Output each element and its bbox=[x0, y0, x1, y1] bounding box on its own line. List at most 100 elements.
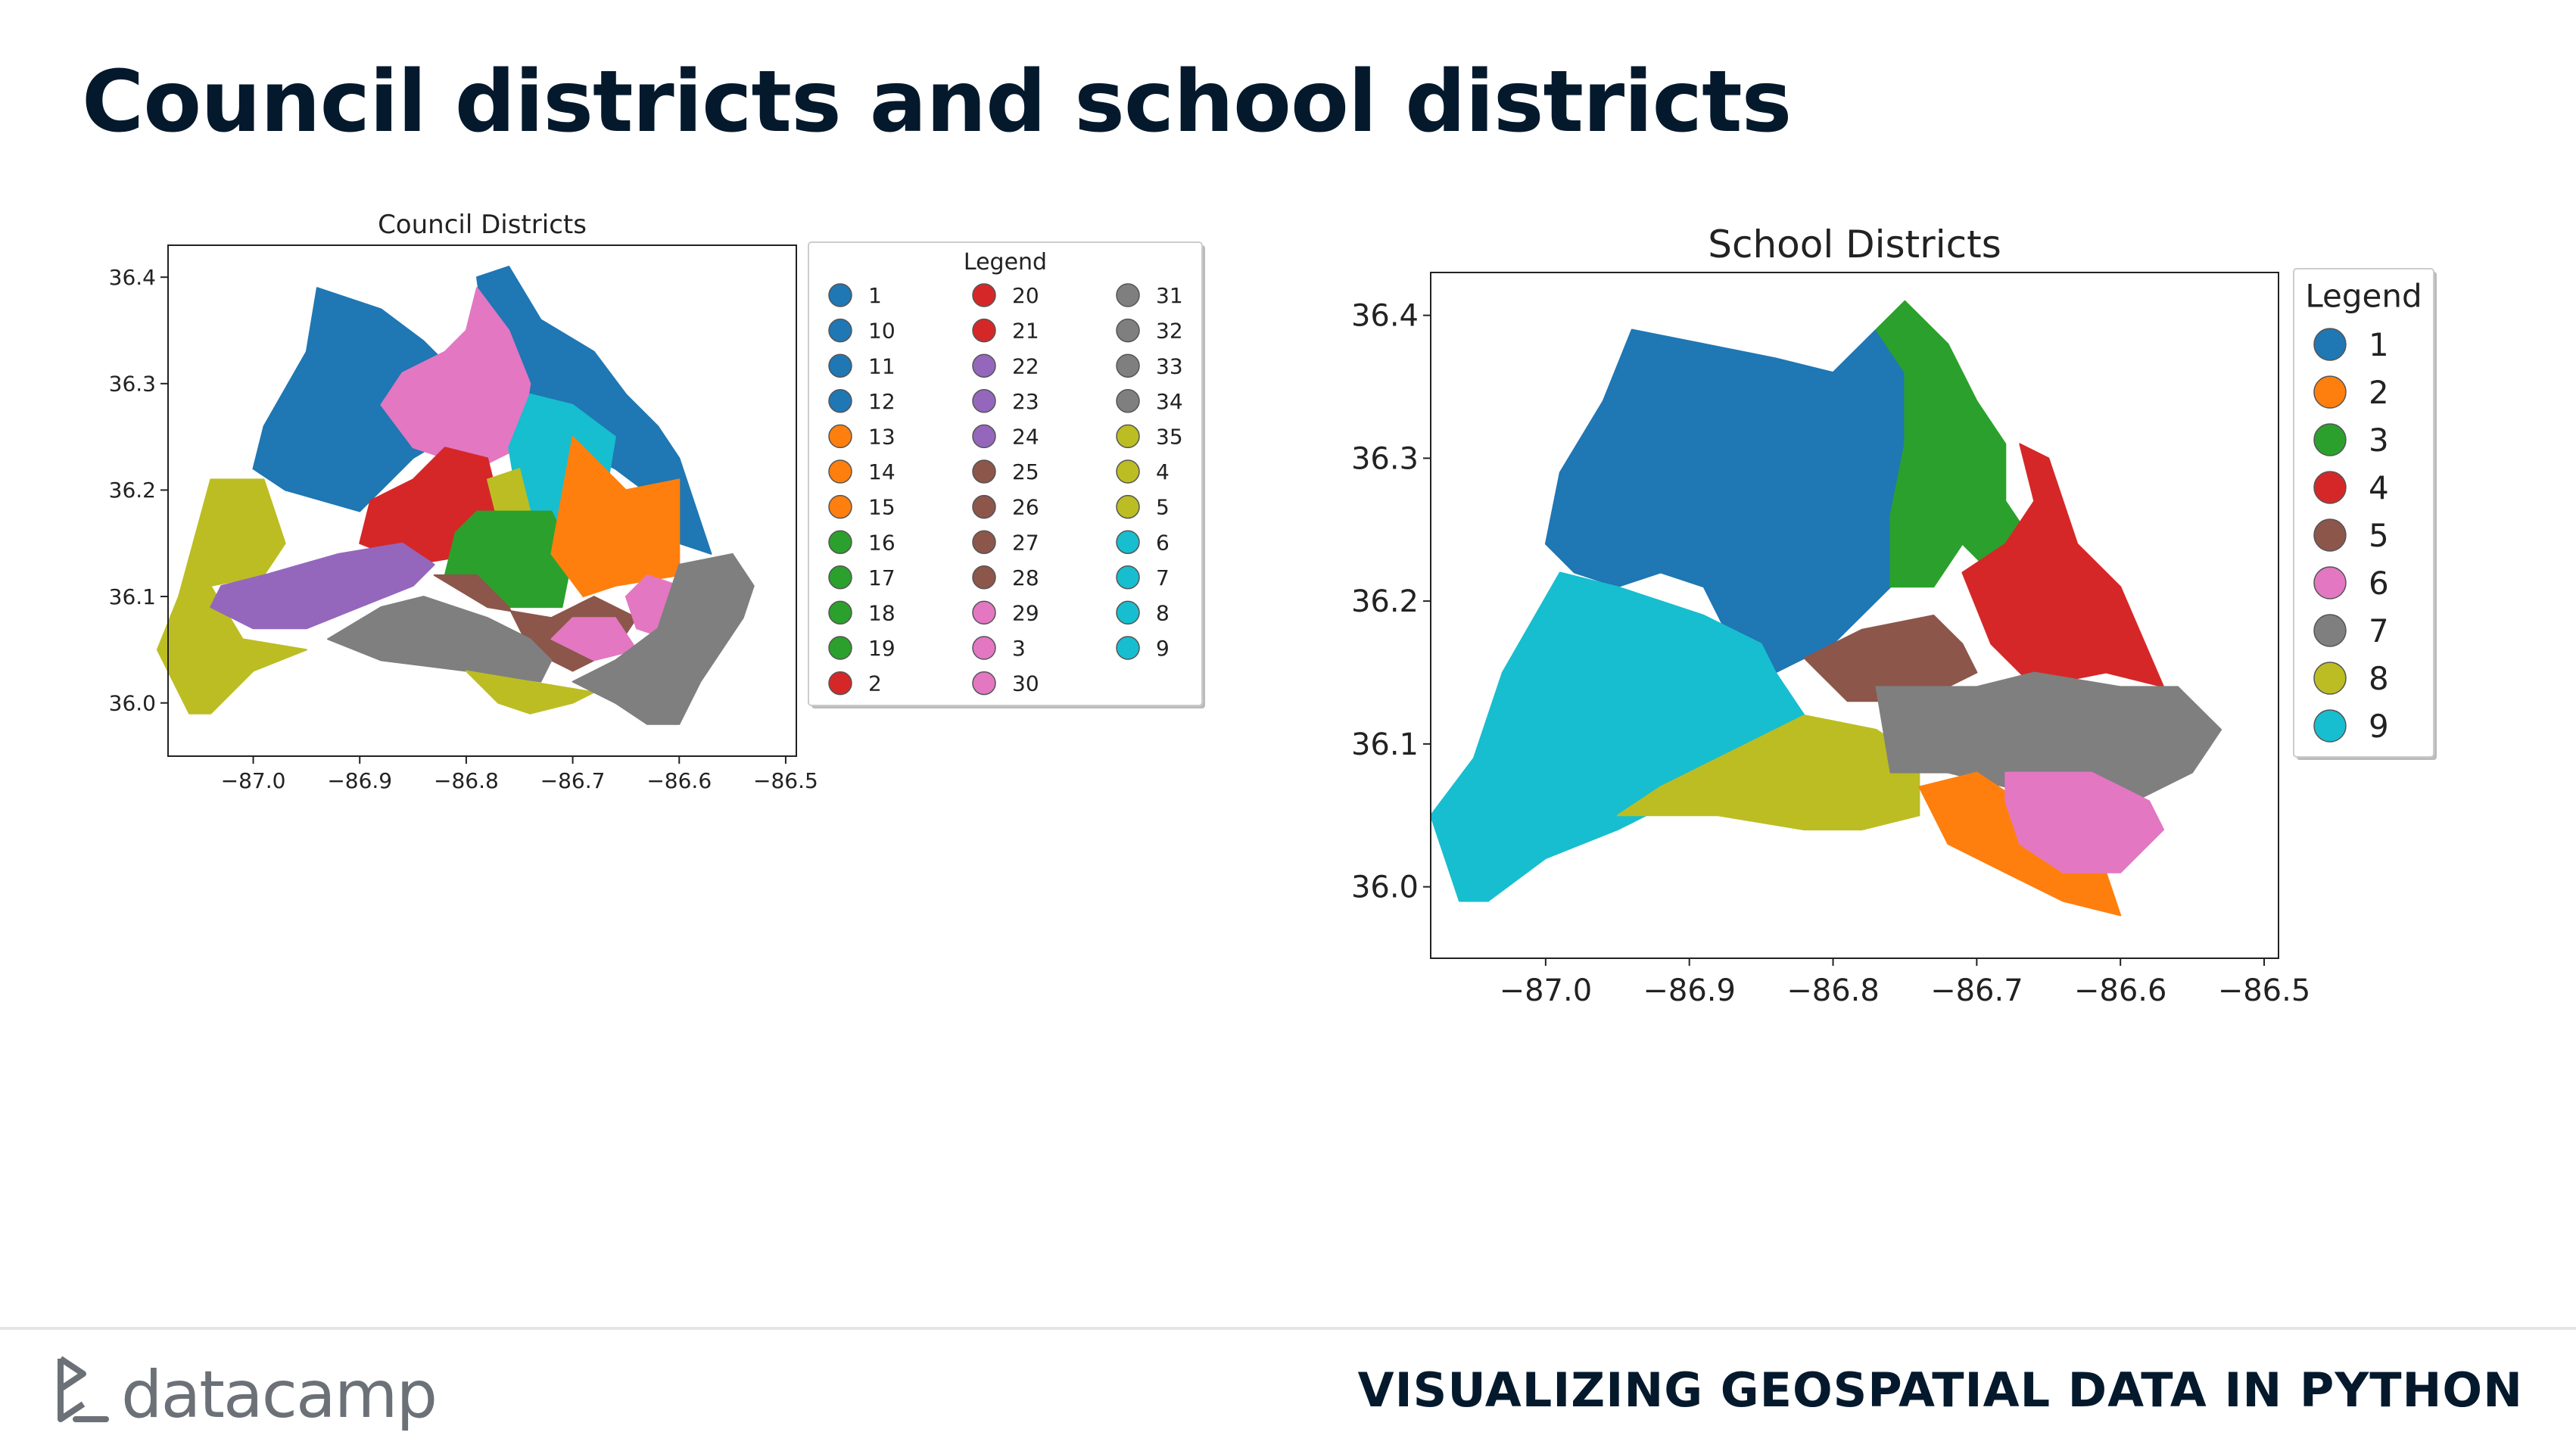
legend-marker bbox=[1116, 318, 1140, 343]
legend-marker bbox=[828, 424, 852, 449]
chart-title: Council Districts bbox=[378, 210, 587, 240]
legend-marker bbox=[972, 318, 996, 343]
x-tick-label: −86.8 bbox=[434, 768, 499, 793]
legend-marker bbox=[828, 671, 852, 696]
legend-label: 15 bbox=[868, 495, 896, 520]
district-region-9 bbox=[156, 478, 307, 715]
legend-label: 13 bbox=[868, 424, 896, 449]
school-districts-map: School Districts −87.0 −86.9 −86.8 −86.7 −86.… bbox=[1351, 223, 2437, 1007]
district-region-16 bbox=[572, 553, 755, 725]
legend-marker bbox=[1116, 424, 1140, 449]
legend-label: 7 bbox=[2369, 612, 2389, 649]
legend-label: 30 bbox=[1012, 671, 1039, 696]
legend-label: 31 bbox=[1156, 283, 1183, 308]
y-tick-label: 36.2 bbox=[1351, 584, 1419, 619]
legend-label: 25 bbox=[1012, 459, 1039, 484]
legend-label: 3 bbox=[2369, 422, 2389, 459]
legend-label: 26 bbox=[1012, 495, 1039, 520]
x-tick-label: −87.0 bbox=[1500, 973, 1593, 1007]
legend-marker bbox=[1116, 494, 1140, 519]
slide-title: Council districts and school districts bbox=[82, 53, 1792, 151]
legend-title: Legend bbox=[2305, 277, 2422, 314]
legend-marker bbox=[2313, 566, 2347, 599]
legend-label: 14 bbox=[868, 459, 896, 484]
legend-marker bbox=[828, 459, 852, 484]
legend-marker bbox=[972, 636, 996, 660]
legend-label: 6 bbox=[1156, 530, 1170, 555]
legend-marker bbox=[1116, 565, 1140, 590]
legend-label: 18 bbox=[868, 600, 896, 625]
legend-marker bbox=[2313, 662, 2347, 695]
legend-label: 19 bbox=[868, 636, 896, 661]
legend-marker bbox=[2313, 375, 2347, 409]
plot-frame bbox=[167, 244, 797, 757]
council-districts-map: Council Districts −87.0 −86.9 −86.8 −86.7 −86… bbox=[109, 210, 1205, 793]
datacamp-logo-icon bbox=[58, 1356, 109, 1422]
legend-marker bbox=[1116, 283, 1140, 307]
x-tick-label: −86.9 bbox=[1643, 973, 1736, 1007]
y-tick-label: 36.0 bbox=[1351, 870, 1419, 905]
legend-label: 11 bbox=[868, 353, 896, 378]
legend-label: 32 bbox=[1156, 319, 1183, 344]
legend-label: 1 bbox=[2369, 326, 2389, 363]
legend-marker bbox=[972, 283, 996, 307]
legend-label: 23 bbox=[1012, 389, 1039, 414]
x-tick-label: −86.6 bbox=[2074, 973, 2167, 1007]
legend-label: 16 bbox=[868, 530, 896, 555]
x-tick-label: −86.5 bbox=[753, 768, 818, 793]
legend-marker bbox=[972, 530, 996, 554]
legend-label: 10 bbox=[868, 319, 896, 344]
legend-marker bbox=[828, 389, 852, 413]
datacamp-logo[interactable]: datacamp bbox=[53, 1351, 438, 1434]
x-tick-label: −86.9 bbox=[327, 768, 392, 793]
legend-label: 24 bbox=[1012, 424, 1039, 449]
y-tick-label: 36.1 bbox=[1351, 727, 1419, 762]
legend-label: 9 bbox=[2369, 708, 2389, 745]
district-region-9 bbox=[2004, 771, 2165, 873]
legend-label: 5 bbox=[2369, 517, 2389, 554]
legend-marker bbox=[828, 600, 852, 625]
legend-box bbox=[808, 241, 1203, 706]
legend-label: 5 bbox=[1156, 495, 1170, 520]
legend-label: 22 bbox=[1012, 353, 1039, 378]
district-region-13 bbox=[550, 617, 637, 662]
legend-label: 17 bbox=[868, 565, 896, 590]
legend-label: 33 bbox=[1156, 353, 1183, 378]
footer-divider bbox=[0, 1327, 2576, 1330]
y-tick-label: 36.3 bbox=[109, 372, 156, 397]
x-tick-label: −86.7 bbox=[540, 768, 606, 793]
legend-marker bbox=[1116, 530, 1140, 554]
legend-marker bbox=[2313, 614, 2347, 647]
district-region-1 bbox=[252, 287, 467, 512]
y-tick-label: 36.4 bbox=[109, 265, 156, 290]
legend-marker bbox=[828, 565, 852, 590]
legend-marker bbox=[1116, 389, 1140, 413]
logo-text: datacamp bbox=[121, 1357, 438, 1433]
legend-label: 28 bbox=[1012, 565, 1039, 590]
legend-label: 34 bbox=[1156, 389, 1183, 414]
legend-label: 12 bbox=[868, 389, 896, 414]
legend-marker bbox=[1116, 459, 1140, 484]
x-tick-label: −86.5 bbox=[2218, 973, 2311, 1007]
legend-label: 9 bbox=[1156, 636, 1170, 661]
legend-marker bbox=[972, 459, 996, 484]
legend-marker bbox=[1116, 636, 1140, 660]
plot-frame bbox=[1430, 272, 2279, 959]
y-tick-label: 36.4 bbox=[1351, 299, 1419, 334]
legend-label: 4 bbox=[2369, 469, 2389, 506]
legend-label: 2 bbox=[2369, 374, 2389, 411]
legend-label: 29 bbox=[1012, 600, 1039, 625]
legend-marker bbox=[972, 389, 996, 413]
legend-marker bbox=[828, 353, 852, 378]
legend-label: 27 bbox=[1012, 530, 1039, 555]
legend-marker bbox=[972, 600, 996, 625]
district-region-7 bbox=[1875, 671, 2222, 802]
legend-marker bbox=[1116, 353, 1140, 378]
legend-marker bbox=[2313, 518, 2347, 552]
legend-marker bbox=[2313, 423, 2347, 456]
legend-label: 2 bbox=[868, 671, 882, 696]
course-title: VISUALIZING GEOSPATIAL DATA IN PYTHON bbox=[1357, 1362, 2523, 1418]
legend-label: 1 bbox=[868, 283, 882, 308]
x-tick-label: −86.8 bbox=[1786, 973, 1880, 1007]
legend-marker bbox=[972, 671, 996, 696]
